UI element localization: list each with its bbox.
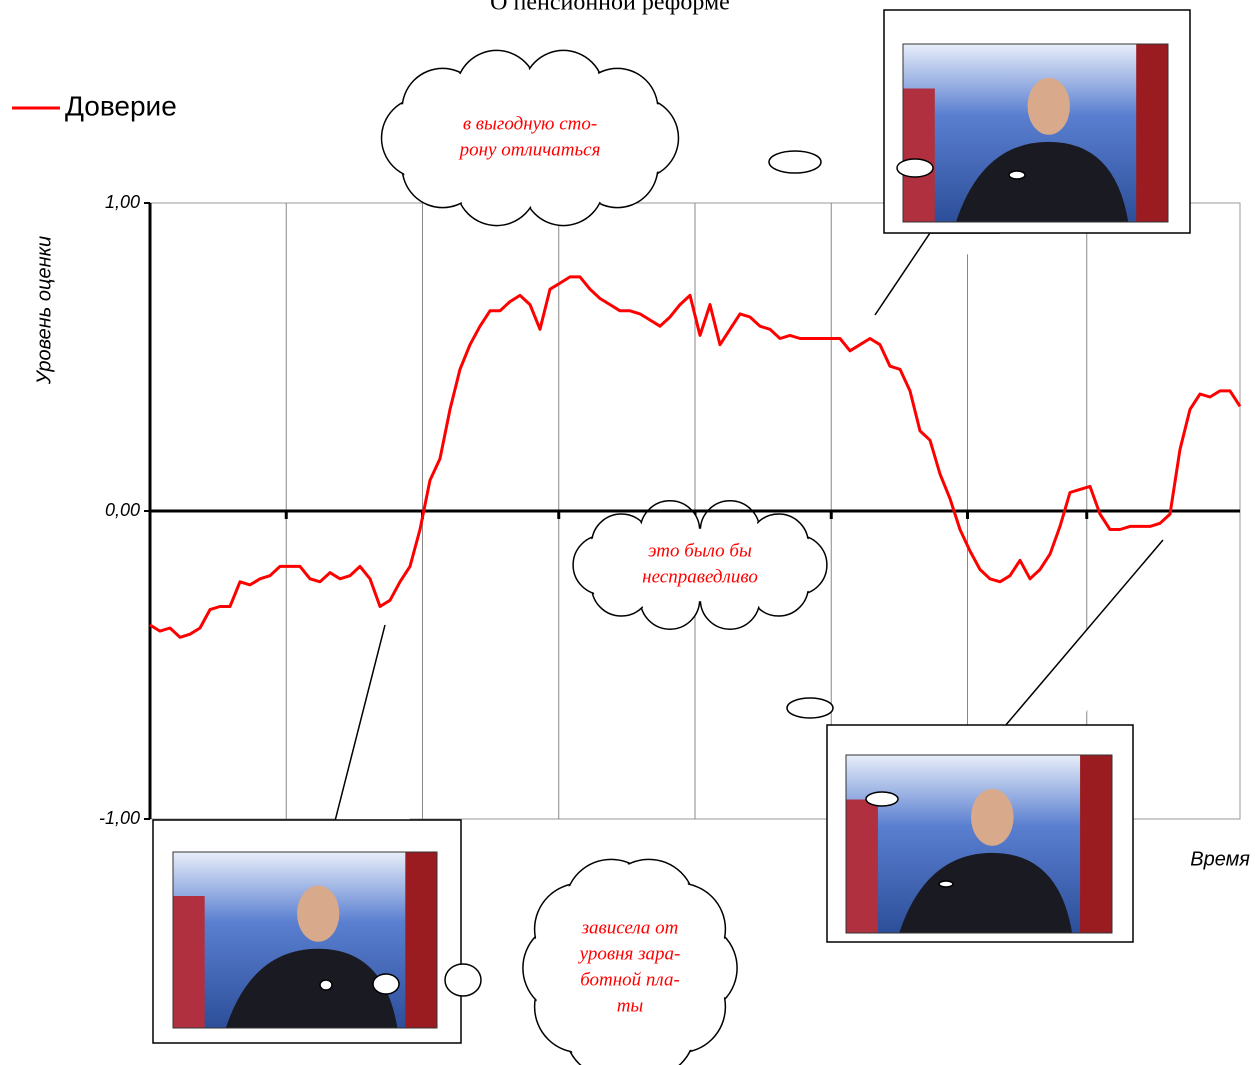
cloud-center [422, 88, 638, 188]
annotation-text: ты [617, 995, 644, 1016]
photo-person-body [899, 852, 1073, 933]
annotation-text: ботной пла- [580, 969, 680, 990]
legend-label: Доверие [65, 90, 177, 121]
thought-bubble [896, 158, 934, 178]
photo-frame-border [845, 754, 1113, 934]
photo-person-body [225, 948, 398, 1028]
photo-flag-left [173, 896, 205, 1028]
thought-bubble [444, 963, 482, 997]
x-axis-label: Время [1190, 848, 1250, 870]
thought-bubble [372, 973, 400, 995]
y-axis-label: Уровень оценки [33, 236, 55, 385]
annotation-text: рону отличаться [458, 139, 601, 160]
photo-person-head [297, 885, 340, 942]
series-line [149, 275, 1242, 639]
y-tick-label: 1,00 [105, 192, 140, 212]
thought-bubble [865, 791, 899, 807]
photo-flag-left [903, 88, 935, 222]
chart-title: О пенсионной реформе [490, 0, 730, 16]
y-tick-label: -1,00 [99, 808, 140, 828]
photo-person-head [1027, 77, 1070, 135]
annotation-text: уровня зара- [578, 943, 681, 964]
annotation-text: в выгодную сто- [463, 113, 597, 134]
annotation-text: зависела от [581, 917, 679, 938]
photo-frame-border [172, 851, 438, 1029]
photo-person-body [956, 141, 1129, 222]
annotation-text: это было бы [648, 540, 752, 561]
thought-bubble [938, 880, 954, 888]
photo-flag-right [405, 852, 437, 1028]
photo-flag-right [1136, 44, 1168, 222]
photo-flag-right [1080, 755, 1112, 933]
photo-person-head [971, 788, 1014, 846]
y-tick-label: 0,00 [105, 500, 140, 520]
cloud-center [602, 528, 798, 602]
annotation-text: несправедливо [642, 566, 758, 587]
photo-flag-left [846, 799, 878, 933]
thought-bubble [1008, 170, 1026, 180]
decorations: в выгодную сто-рону отличаться это было б… [152, 9, 1191, 1065]
callout-pointer [334, 624, 410, 822]
thought-bubble [768, 150, 822, 174]
thought-bubble [786, 697, 834, 719]
photo-frame-border [902, 43, 1169, 223]
thought-bubble [319, 979, 333, 991]
cloud-center [568, 902, 692, 1034]
callout-pointer [874, 232, 1000, 316]
callout-pointer [1003, 539, 1164, 727]
